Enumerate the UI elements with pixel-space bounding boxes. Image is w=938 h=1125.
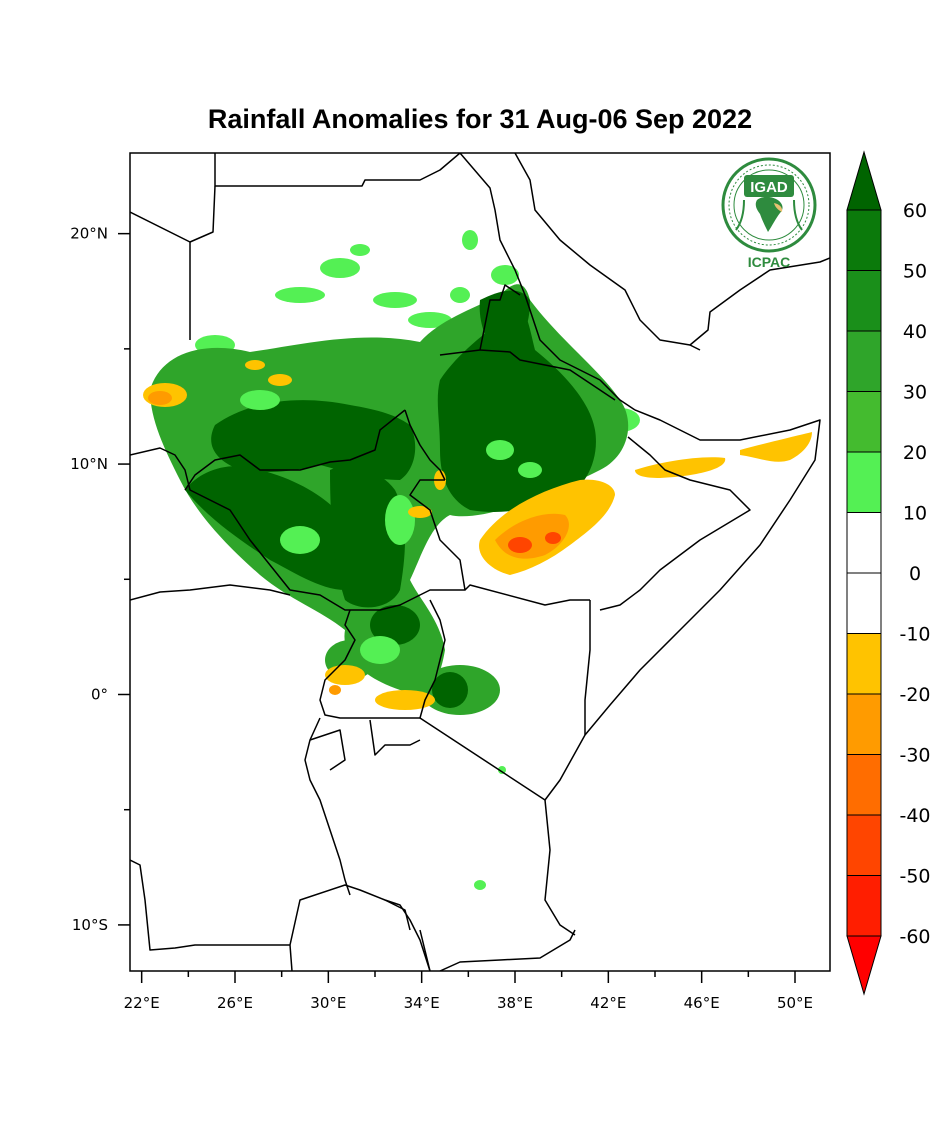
lon-tick-label: 50°E — [777, 994, 813, 1012]
colorbar: 60 50 40 30 20 10 0 -10 -20 -30 -40 -50 -60 — [846, 150, 931, 996]
lon-tick-label: 38°E — [497, 994, 533, 1012]
colorbar-swatch — [846, 754, 882, 816]
colorbar-label: 40 — [903, 321, 927, 343]
longitude-axis: 22°E 26°E 30°E 34°E 38°E 42°E 46°E 50°E — [124, 971, 813, 1012]
colorbar-swatch — [846, 209, 882, 271]
lon-tick-label: 30°E — [310, 994, 346, 1012]
logo-bottom-text: ICPAC — [748, 254, 791, 270]
lat-tick-label: 10°N — [70, 455, 108, 473]
map-title: Rainfall Anomalies for 31 Aug-06 Sep 202… — [207, 104, 753, 134]
colorbar-label: 10 — [903, 503, 927, 525]
colorbar-swatch — [846, 270, 882, 332]
colorbar-swatch — [846, 572, 882, 634]
colorbar-max-arrow — [846, 150, 882, 211]
positive-anomaly-light-patches — [240, 390, 542, 664]
colorbar-label: -30 — [899, 745, 930, 767]
colorbar-swatch — [846, 633, 882, 695]
colorbar-swatch — [846, 875, 882, 937]
colorbar-min-arrow — [846, 935, 882, 996]
colorbar-label: 0 — [909, 563, 921, 585]
colorbar-label: -50 — [899, 866, 930, 888]
latitude-axis: 20°N 10°N 0° 10°S — [70, 225, 130, 934]
colorbar-label: 50 — [903, 261, 927, 283]
laurel-left-icon — [735, 199, 745, 231]
colorbar-swatch — [846, 451, 882, 513]
laurel-right-icon — [793, 199, 803, 231]
colorbar-swatch — [846, 693, 882, 755]
colorbar-label: 20 — [903, 442, 927, 464]
colorbar-swatch — [846, 814, 882, 876]
igad-icpac-logo: IGAD ICPAC — [721, 157, 817, 270]
lon-tick-label: 22°E — [124, 994, 160, 1012]
colorbar-swatch — [846, 330, 882, 392]
negative-anomaly-red — [508, 532, 561, 553]
logo-banner — [744, 175, 794, 197]
colorbar-swatch — [846, 391, 882, 453]
lon-tick-label: 26°E — [217, 994, 253, 1012]
lon-tick-label: 42°E — [590, 994, 626, 1012]
anomaly-field — [143, 230, 812, 890]
lon-tick-label: 46°E — [684, 994, 720, 1012]
country-borders — [130, 153, 830, 971]
colorbar-label: -40 — [899, 805, 930, 827]
lat-tick-label: 20°N — [70, 225, 108, 243]
logo-top-text: IGAD — [750, 179, 788, 196]
colorbar-label: 60 — [903, 200, 927, 222]
colorbar-swatch — [846, 512, 882, 574]
lat-tick-label: 0° — [91, 685, 108, 703]
lat-tick-label: 10°S — [72, 916, 108, 934]
colorbar-label: -60 — [899, 926, 930, 948]
colorbar-label: -10 — [899, 624, 930, 646]
lon-tick-label: 34°E — [404, 994, 440, 1012]
colorbar-label: -20 — [899, 684, 930, 706]
colorbar-label: 30 — [903, 382, 927, 404]
map-frame — [129, 152, 831, 972]
positive-anomaly-strong — [185, 290, 596, 708]
